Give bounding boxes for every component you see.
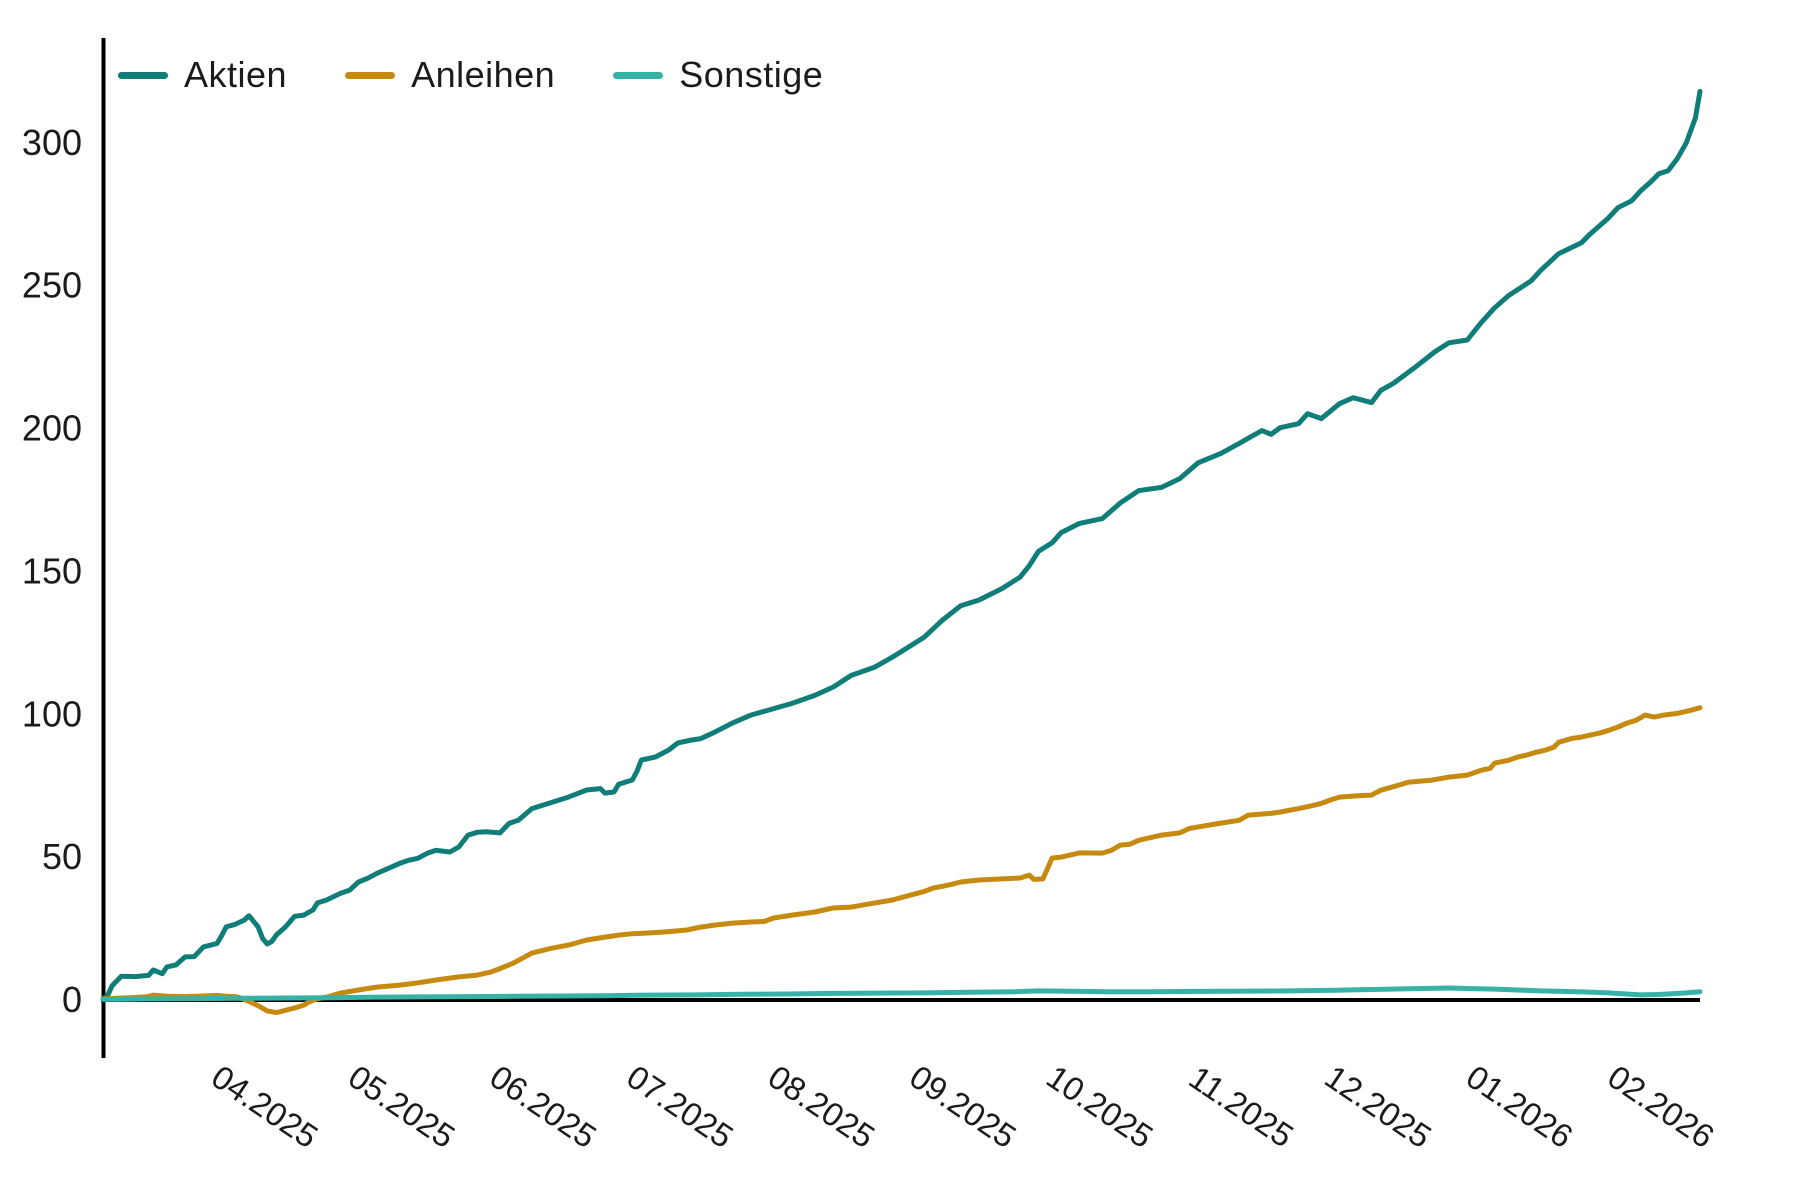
y-tick-label: 50	[42, 836, 82, 877]
legend-item-sonstige: Sonstige	[613, 54, 823, 96]
x-tick-label: 01.2026	[1460, 1058, 1580, 1155]
legend-item-anleihen: Anleihen	[345, 54, 555, 96]
x-tick-label: 07.2025	[620, 1058, 740, 1155]
y-tick-label: 200	[22, 408, 82, 449]
x-tick-label: 08.2025	[762, 1058, 882, 1155]
legend: Aktien Anleihen Sonstige	[118, 54, 823, 96]
legend-swatch-sonstige	[613, 71, 664, 79]
x-tick-label: 10.2025	[1040, 1058, 1160, 1155]
x-tick-label: 12.2025	[1318, 1058, 1438, 1155]
y-tick-label: 0	[62, 979, 82, 1020]
legend-label-aktien: Aktien	[184, 54, 288, 95]
x-axis-tick-labels: 04.2025 05.2025 06.2025 07.2025 08.2025 09.20…	[205, 1058, 1721, 1155]
y-tick-label: 100	[22, 693, 82, 734]
legend-label-sonstige: Sonstige	[679, 54, 824, 95]
series-line-sonstige	[100, 985, 1703, 1002]
x-tick-label: 11.2025	[1183, 1058, 1301, 1154]
x-tick-label: 04.2025	[205, 1058, 325, 1155]
series-lines	[100, 88, 1703, 1016]
y-tick-label: 250	[22, 265, 82, 306]
legend-swatch-aktien	[118, 71, 168, 79]
x-tick-label: 05.2025	[342, 1058, 462, 1155]
y-axis-tick-labels: 0 50 100 150 200 250 300	[22, 122, 82, 1020]
legend-label-anleihen: Anleihen	[411, 54, 556, 95]
legend-item-aktien: Aktien	[118, 54, 287, 96]
x-tick-label: 06.2025	[483, 1058, 603, 1155]
series-line-anleihen	[100, 705, 1703, 1016]
series-line-aktien	[100, 88, 1703, 1002]
y-tick-label: 300	[22, 122, 82, 163]
x-tick-label: 02.2026	[1601, 1058, 1721, 1155]
legend-swatch-anleihen	[345, 71, 396, 79]
x-tick-label: 09.2025	[903, 1058, 1023, 1155]
y-tick-label: 150	[22, 550, 82, 591]
